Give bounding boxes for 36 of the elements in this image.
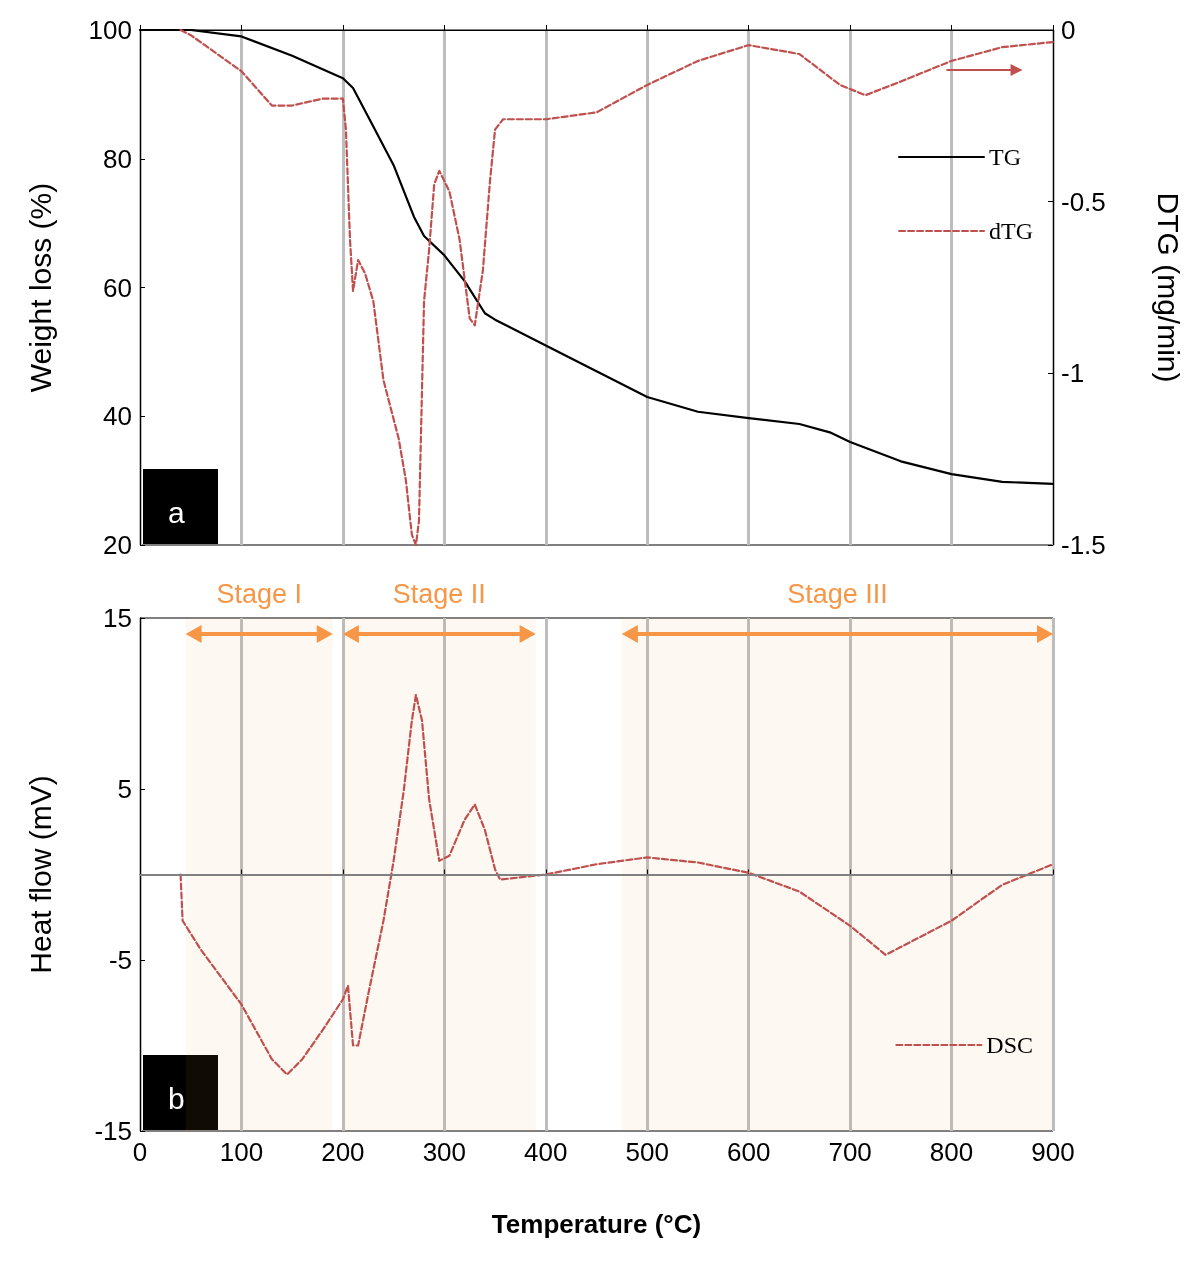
y-tick-label: -15 bbox=[94, 1116, 132, 1146]
x-tick-label: 700 bbox=[828, 1137, 872, 1167]
legend-label: TG bbox=[989, 144, 1022, 170]
x-tick-label: 300 bbox=[422, 1137, 467, 1167]
y-tick-label: 20 bbox=[103, 530, 132, 560]
x-tick-label: 900 bbox=[1031, 1137, 1075, 1167]
y-axis-title: Heat flow (mV) bbox=[23, 775, 57, 974]
y2-axis-title: DTG (mg/min) bbox=[1151, 192, 1185, 383]
x-tick-label: 200 bbox=[321, 1137, 365, 1167]
x-tick-label: 800 bbox=[929, 1137, 974, 1167]
y-tick-label: 40 bbox=[103, 401, 132, 432]
y-axis-title: Weight loss (%) bbox=[23, 182, 57, 393]
line-series bbox=[179, 693, 1055, 1076]
x-tick-label: 400 bbox=[524, 1137, 568, 1167]
legend-label: dTG bbox=[989, 218, 1034, 244]
y-tick-label: 100 bbox=[88, 15, 132, 45]
x-tick-label: 100 bbox=[219, 1137, 264, 1167]
x-tick-label: 600 bbox=[726, 1137, 771, 1167]
annotation: a bbox=[168, 495, 185, 529]
band-label: Stage III bbox=[787, 578, 888, 609]
legend-label: DSC bbox=[986, 1032, 1033, 1058]
x-tick-label: 0 bbox=[132, 1137, 148, 1167]
annotation: b bbox=[168, 1081, 185, 1115]
y2-tick-label: -0.5 bbox=[1061, 186, 1106, 217]
x-axis-title: Temperature (°C) bbox=[491, 1209, 702, 1239]
y-tick-label: 15 bbox=[103, 603, 132, 633]
y-tick-label: 5 bbox=[117, 774, 132, 804]
band-label: Stage II bbox=[392, 578, 486, 609]
y-tick-label: -5 bbox=[108, 945, 132, 975]
y2-tick-label: -1.5 bbox=[1061, 530, 1106, 560]
band-label: Stage I bbox=[216, 578, 302, 609]
y-tick-label: 60 bbox=[103, 272, 132, 303]
y-tick-label: 80 bbox=[103, 143, 132, 174]
y2-tick-label: -1 bbox=[1061, 358, 1085, 389]
y2-tick-label: 0 bbox=[1061, 15, 1076, 45]
x-tick-label: 500 bbox=[625, 1137, 669, 1167]
